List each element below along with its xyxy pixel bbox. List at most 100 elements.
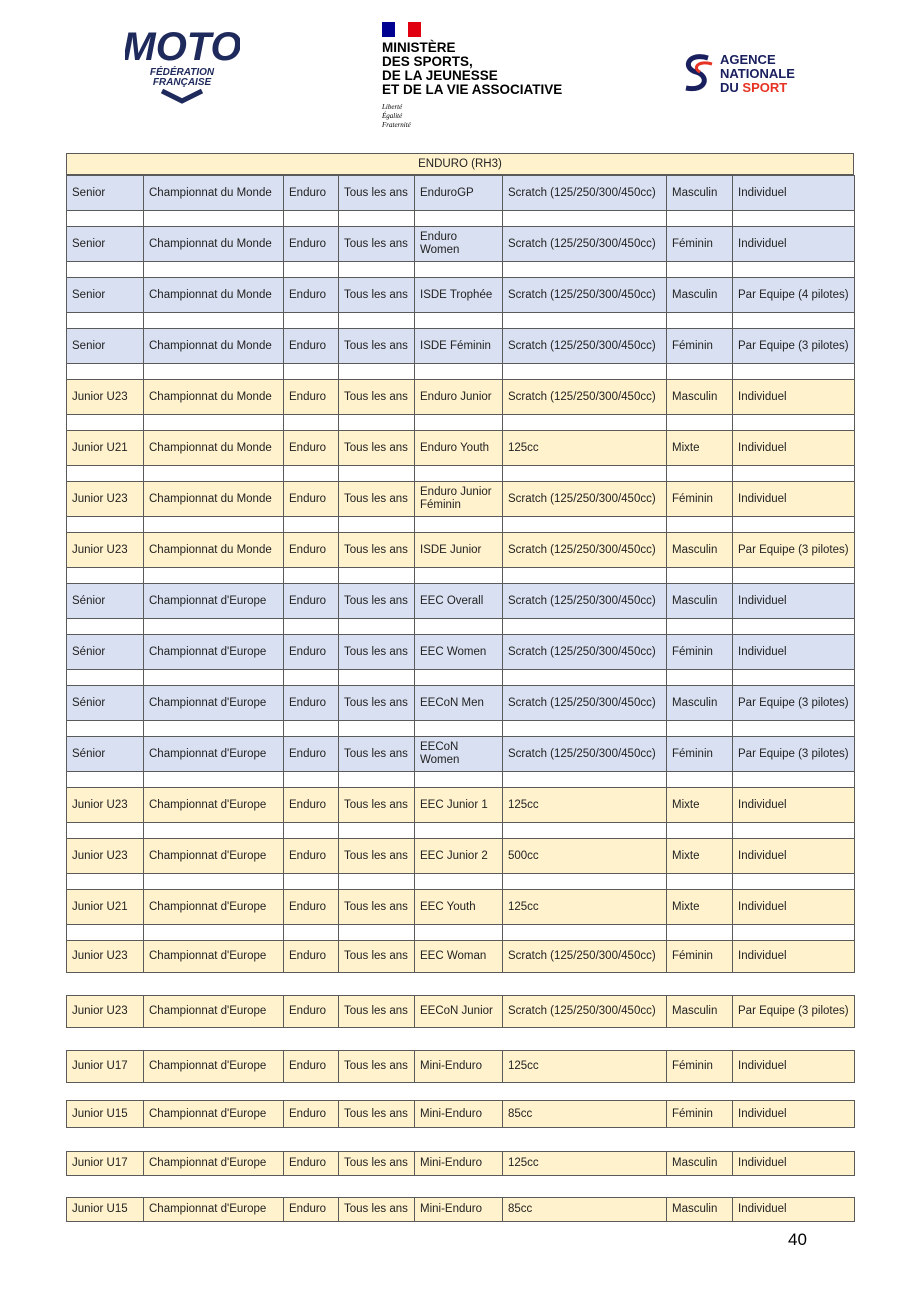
table-cell: Tous les ans xyxy=(338,226,415,262)
table-cell: Senior xyxy=(66,226,144,262)
spacer-cell xyxy=(666,465,733,482)
table-cell: Championnat d'Europe xyxy=(143,1100,284,1128)
flag xyxy=(395,22,408,37)
spacer-cell xyxy=(732,873,855,890)
table-cell: 500cc xyxy=(502,838,667,874)
table-cell: Enduro xyxy=(283,379,339,415)
spacer-cell xyxy=(414,873,503,890)
table-cell: EECoN Women xyxy=(414,736,503,772)
table-cell: Individuel xyxy=(732,889,855,925)
spacer-cell xyxy=(143,567,284,584)
spacer-cell xyxy=(66,210,144,227)
table-cell: Tous les ans xyxy=(338,328,415,364)
table-cell: Championnat du Monde xyxy=(143,532,284,568)
table-cell: Championnat du Monde xyxy=(143,328,284,364)
motto: Liberté xyxy=(381,103,403,111)
table-cell: Enduro Junior Féminin xyxy=(414,481,503,517)
spacer-cell xyxy=(732,669,855,686)
spacer-cell xyxy=(414,312,503,329)
spacer-cell xyxy=(283,720,339,737)
spacer-cell xyxy=(66,414,144,431)
table-cell: Tous les ans xyxy=(338,889,415,925)
spacer-cell xyxy=(666,669,733,686)
spacer-cell xyxy=(66,669,144,686)
table-cell: Scratch (125/250/300/450cc) xyxy=(502,736,667,772)
table-cell: Enduro xyxy=(283,634,339,670)
table-cell: Masculin xyxy=(666,583,733,619)
table-cell: Enduro xyxy=(283,277,339,313)
table-cell: Par Equipe (3 pilotes) xyxy=(732,328,855,364)
spacer-cell xyxy=(338,720,415,737)
spacer-cell xyxy=(732,924,855,941)
spacer-cell xyxy=(283,414,339,431)
spacer-cell xyxy=(732,822,855,839)
table-cell: Junior U21 xyxy=(66,889,144,925)
table-cell: Masculin xyxy=(666,685,733,721)
spacer-cell xyxy=(283,771,339,788)
spacer-cell xyxy=(414,720,503,737)
spacer-cell xyxy=(502,873,667,890)
spacer-cell xyxy=(732,567,855,584)
table-cell: Par Equipe (3 pilotes) xyxy=(732,532,855,568)
spacer-cell xyxy=(283,567,339,584)
table-cell: Féminin xyxy=(666,736,733,772)
spacer-cell xyxy=(338,465,415,482)
table-cell: Championnat du Monde xyxy=(143,175,284,211)
table-cell: Enduro xyxy=(283,787,339,823)
spacer-cell xyxy=(414,210,503,227)
table-cell: ISDE Trophée xyxy=(414,277,503,313)
table-cell: Enduro xyxy=(283,328,339,364)
table-cell: Championnat d'Europe xyxy=(143,1151,284,1176)
table-cell: Masculin xyxy=(666,277,733,313)
spacer-cell xyxy=(732,363,855,380)
table-cell: Junior U23 xyxy=(66,838,144,874)
table-cell: Par Equipe (3 pilotes) xyxy=(732,995,855,1028)
table-cell: Scratch (125/250/300/450cc) xyxy=(502,379,667,415)
table-cell: Junior U23 xyxy=(66,481,144,517)
spacer-cell xyxy=(502,567,667,584)
table-cell: Enduro xyxy=(283,1050,339,1083)
table-cell: Championnat d'Europe xyxy=(143,838,284,874)
motto: Égalité xyxy=(381,112,403,120)
spacer-cell xyxy=(283,822,339,839)
spacer-cell xyxy=(143,465,284,482)
spacer-cell xyxy=(143,261,284,278)
spacer-cell xyxy=(666,210,733,227)
table-cell: Scratch (125/250/300/450cc) xyxy=(502,226,667,262)
spacer-cell xyxy=(732,720,855,737)
table-cell: Championnat d'Europe xyxy=(143,1050,284,1083)
spacer-cell xyxy=(666,312,733,329)
spacer-cell xyxy=(66,312,144,329)
spacer-cell xyxy=(338,567,415,584)
table-cell: Individuel xyxy=(732,481,855,517)
table-cell: Enduro xyxy=(283,736,339,772)
table-cell: EnduroGP xyxy=(414,175,503,211)
table-cell: Mini-Enduro xyxy=(414,1197,503,1222)
spacer-cell xyxy=(414,363,503,380)
spacer-cell xyxy=(732,312,855,329)
table-cell: Tous les ans xyxy=(338,995,415,1028)
logo-s xyxy=(695,61,713,74)
table-cell: Individuel xyxy=(732,583,855,619)
spacer-cell xyxy=(414,261,503,278)
spacer-cell xyxy=(66,771,144,788)
table-cell: Tous les ans xyxy=(338,685,415,721)
table-cell: Sénior xyxy=(66,583,144,619)
table-cell: Masculin xyxy=(666,995,733,1028)
table-cell: Scratch (125/250/300/450cc) xyxy=(502,277,667,313)
spacer-cell xyxy=(414,822,503,839)
spacer-cell xyxy=(666,873,733,890)
spacer-cell xyxy=(502,822,667,839)
table-cell: Enduro xyxy=(283,226,339,262)
table-title: ENDURO (RH3) xyxy=(66,153,854,175)
spacer-cell xyxy=(338,771,415,788)
spacer-cell xyxy=(666,567,733,584)
spacer-cell xyxy=(414,771,503,788)
table-cell: Par Equipe (3 pilotes) xyxy=(732,685,855,721)
table-cell: Championnat d'Europe xyxy=(143,940,284,973)
logo-chevron xyxy=(160,88,204,104)
spacer-cell xyxy=(732,261,855,278)
table-cell: Individuel xyxy=(732,1100,855,1128)
table-cell: Masculin xyxy=(666,532,733,568)
table-cell: 125cc xyxy=(502,1050,667,1083)
